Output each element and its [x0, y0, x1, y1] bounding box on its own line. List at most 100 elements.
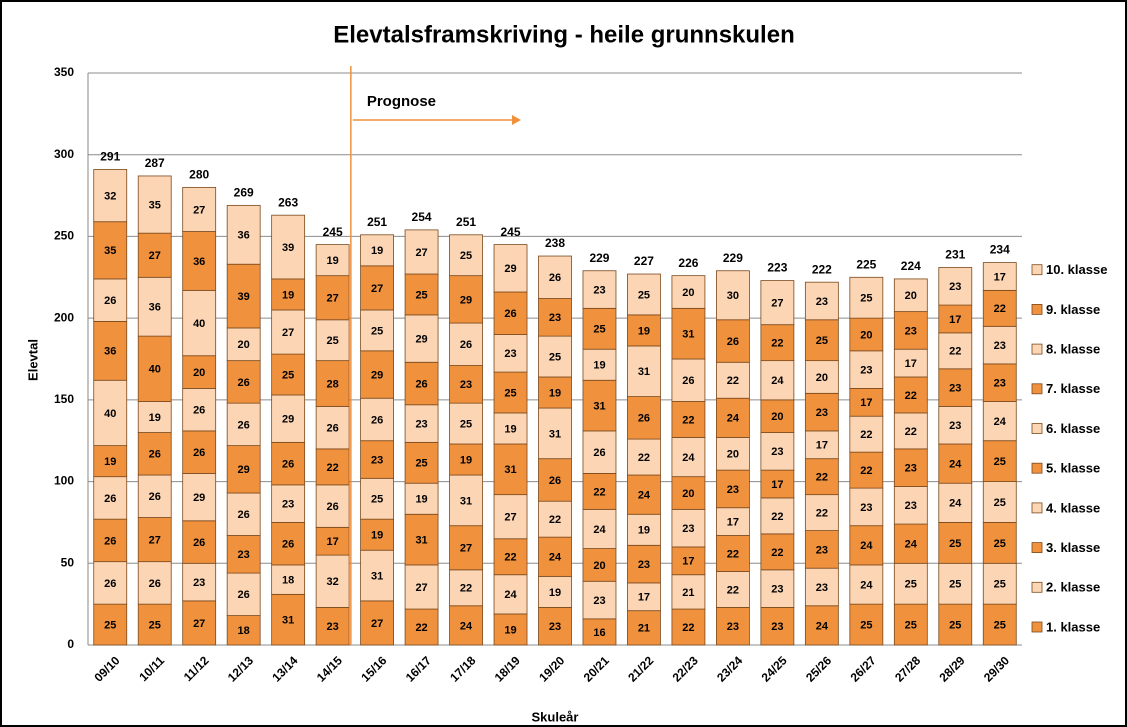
data-label: 19 [282, 289, 294, 301]
data-label: 22 [549, 514, 561, 526]
data-label: 23 [816, 544, 828, 556]
data-label: 19 [638, 325, 650, 337]
total-label: 224 [901, 259, 921, 273]
bar-segment [137, 432, 172, 476]
bar-segment [315, 484, 350, 528]
data-label: 17 [905, 358, 917, 370]
bar-segment [271, 441, 306, 486]
data-label: 26 [149, 449, 161, 461]
data-label: 20 [682, 287, 694, 299]
data-label: 40 [149, 364, 161, 376]
bar-segment [849, 564, 884, 605]
data-label: 17 [949, 314, 961, 326]
data-label: 23 [282, 499, 294, 511]
data-label: 19 [593, 360, 605, 372]
bar-segment [982, 262, 1017, 291]
bar-segment [538, 255, 572, 299]
bar-segment [226, 204, 261, 265]
legend-label: 3. klasse [1046, 540, 1100, 555]
bar-segment [271, 522, 306, 566]
bar-segment [404, 273, 439, 316]
total-label: 291 [100, 150, 120, 164]
data-label: 20 [860, 329, 872, 341]
bar-segment [538, 376, 572, 409]
bar-segment [671, 401, 706, 438]
data-label: 22 [415, 622, 427, 634]
data-label: 19 [549, 387, 561, 399]
total-label: 280 [189, 168, 209, 182]
bar-segment [582, 618, 617, 646]
data-label: 29 [238, 464, 250, 476]
bar-segment [93, 603, 128, 646]
data-label: 26 [415, 378, 427, 390]
bar-segment [982, 522, 1017, 564]
bar-segment [982, 440, 1017, 482]
data-label: 23 [905, 463, 917, 475]
bar-segment [760, 497, 795, 535]
bar-segment [226, 572, 261, 616]
bar-segment [182, 520, 217, 564]
data-label: 23 [326, 621, 338, 633]
data-label: 22 [727, 548, 739, 560]
data-label: 22 [771, 511, 783, 523]
bar-segment [493, 291, 528, 335]
bar-segment [582, 307, 617, 350]
bar-segment [982, 481, 1017, 523]
bar-segment [449, 234, 483, 277]
data-label: 24 [860, 579, 873, 591]
data-label: 25 [460, 250, 472, 262]
bar-segment [982, 325, 1017, 365]
total-label: 231 [945, 248, 965, 262]
bar-segment [671, 574, 706, 610]
data-label: 20 [682, 488, 694, 500]
data-label: 31 [504, 464, 516, 476]
data-label: 26 [593, 447, 605, 459]
bar-segment [627, 438, 661, 476]
data-label: 25 [994, 579, 1006, 591]
data-label: 26 [282, 539, 294, 551]
data-label: 29 [282, 414, 294, 426]
data-label: 25 [905, 619, 917, 631]
data-label: 21 [682, 587, 694, 599]
y-tick-label: 250 [54, 229, 74, 243]
bar-segment [538, 407, 572, 460]
data-label: 19 [415, 494, 427, 506]
data-label: 24 [771, 375, 784, 387]
data-label: 27 [193, 618, 205, 630]
total-label: 234 [990, 243, 1010, 257]
data-label: 26 [238, 509, 250, 521]
data-label: 20 [193, 367, 205, 379]
bar-segment [404, 441, 439, 484]
bar-segment [93, 445, 128, 478]
bar-segment [271, 278, 306, 311]
bar-segment [315, 607, 350, 646]
data-label: 25 [994, 619, 1006, 631]
data-label: 17 [860, 397, 872, 409]
y-tick-label: 50 [61, 555, 75, 569]
data-label: 22 [771, 338, 783, 350]
data-label: 26 [149, 491, 161, 503]
data-label: 22 [638, 452, 650, 464]
bar-segment [449, 402, 483, 445]
data-label: 23 [504, 348, 516, 360]
data-label: 18 [238, 625, 250, 637]
bar-segment [538, 298, 572, 337]
data-label: 17 [816, 440, 828, 452]
bar-segment [982, 562, 1017, 605]
legend-label: 7. klasse [1046, 381, 1100, 396]
data-label: 23 [860, 365, 872, 377]
bar-segment [360, 518, 394, 551]
bar-segment [182, 289, 217, 357]
data-label: 19 [504, 423, 516, 435]
total-label: 226 [678, 256, 698, 270]
data-label: 25 [949, 619, 961, 631]
bar-segment [538, 536, 572, 577]
data-label: 26 [549, 272, 561, 284]
bar-segment [760, 280, 795, 326]
legend-label: 8. klasse [1046, 342, 1100, 357]
data-label: 26 [682, 375, 694, 387]
bar-segment [716, 361, 750, 399]
y-tick-label: 150 [54, 392, 74, 406]
total-label: 269 [234, 186, 254, 200]
data-label: 27 [149, 250, 161, 262]
